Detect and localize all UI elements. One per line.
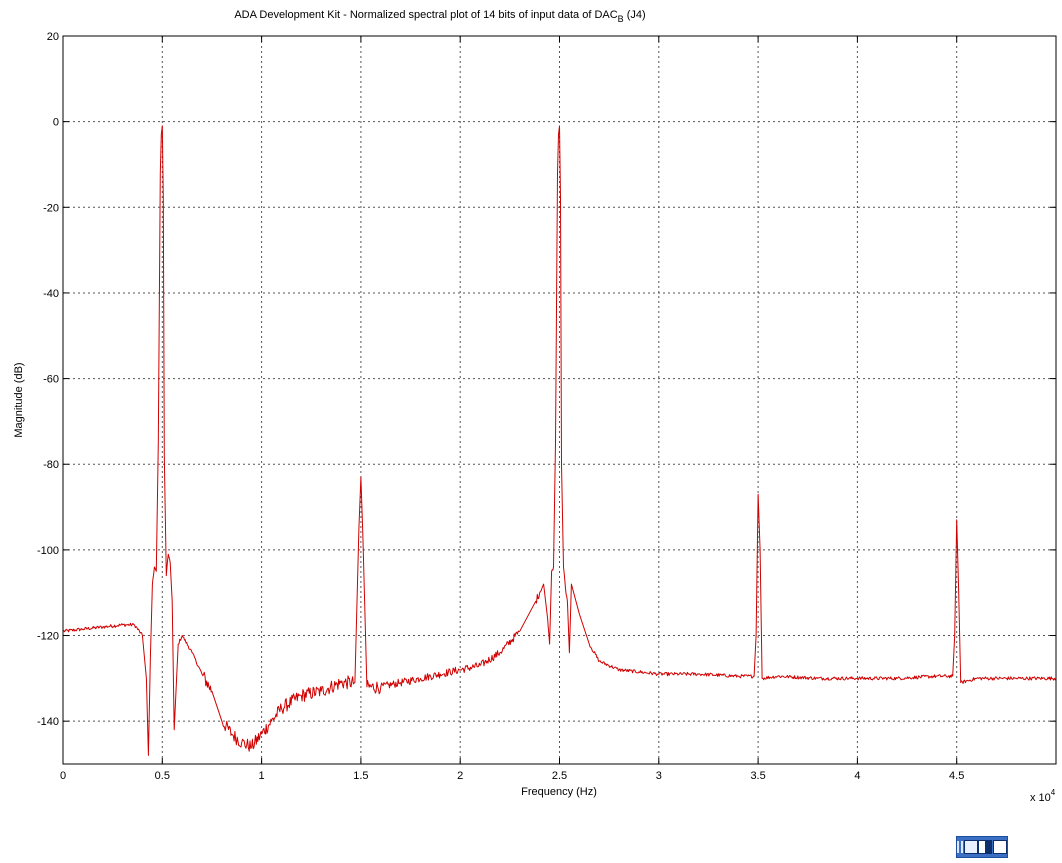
x-tick-label: 4.5 xyxy=(949,770,964,782)
y-tick-label: -40 xyxy=(43,288,59,300)
spectrum-trace xyxy=(62,125,1057,756)
y-axis-label: Magnitude (dB) xyxy=(13,362,25,437)
x-multiplier-label: x 104 xyxy=(1030,788,1056,804)
y-tick-label: -140 xyxy=(37,716,59,728)
x-axis-label: Frequency (Hz) xyxy=(521,786,597,798)
ime-mode-icon[interactable] xyxy=(963,840,978,854)
y-tick-label: -20 xyxy=(43,202,59,214)
y-tick-labels: 20 0 -20 -40 -60 -80 -100 -120 -140 xyxy=(37,31,59,728)
x-tick-label: 4 xyxy=(854,770,860,782)
x-tick-label: 3 xyxy=(656,770,662,782)
spectrum-series-line xyxy=(62,125,1057,756)
x-tick-label: 2.5 xyxy=(552,770,567,782)
chart-title: ADA Development Kit - Normalized spectra… xyxy=(234,9,645,24)
y-tick-label: -80 xyxy=(43,459,59,471)
language-bar-grip-icon[interactable] xyxy=(957,841,964,853)
language-bar[interactable] xyxy=(956,836,1008,858)
y-tick-label: -100 xyxy=(37,545,59,557)
y-tick-label: -60 xyxy=(43,374,59,386)
x-tick-labels: 0 0.5 1 1.5 2 2.5 3 3.5 4 4.5 xyxy=(60,770,964,782)
tick-marks xyxy=(62,35,1056,764)
x-tick-label: 0 xyxy=(60,770,66,782)
y-tick-label: -120 xyxy=(37,631,59,643)
grid-lines xyxy=(63,36,1056,764)
y-tick-label: 0 xyxy=(53,117,59,129)
x-tick-label: 0.5 xyxy=(155,770,170,782)
help-icon[interactable] xyxy=(992,840,1007,854)
input-pad-icon[interactable] xyxy=(978,840,993,854)
x-tick-label: 3.5 xyxy=(750,770,765,782)
y-tick-label: 20 xyxy=(47,31,59,43)
x-tick-label: 1 xyxy=(259,770,265,782)
x-tick-label: 1.5 xyxy=(353,770,368,782)
x-tick-label: 2 xyxy=(457,770,463,782)
